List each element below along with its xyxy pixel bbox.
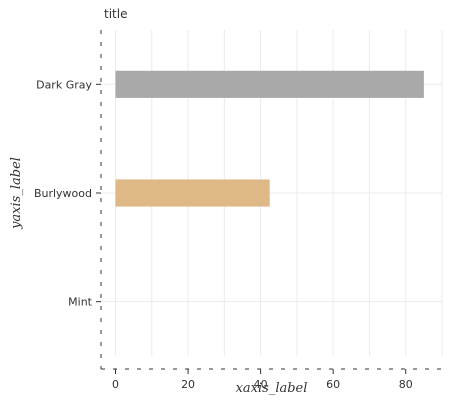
- y-axis-label: yaxis_label: [9, 157, 24, 230]
- y-tick-label: Burlywood: [34, 187, 92, 200]
- x-tick-label: 80: [399, 378, 413, 391]
- y-ticks: Mint Burlywood Dark Gray: [34, 78, 101, 309]
- x-axis-label: xaxis_label: [236, 381, 308, 396]
- chart-title: title: [104, 7, 127, 21]
- x-ticks: 0 20 40 60 80: [112, 369, 413, 391]
- x-tick-label: 60: [326, 378, 340, 391]
- y-tick-label: Mint: [68, 296, 93, 309]
- x-tick-label: 0: [112, 378, 119, 391]
- axes: [100, 30, 442, 370]
- bars: [115, 70, 424, 207]
- x-tick-label: 40: [254, 378, 268, 391]
- bar-burlywood: [115, 179, 270, 207]
- y-tick-label: Dark Gray: [36, 78, 92, 91]
- bar-dark-gray: [115, 70, 424, 98]
- x-tick-label: 20: [181, 378, 195, 391]
